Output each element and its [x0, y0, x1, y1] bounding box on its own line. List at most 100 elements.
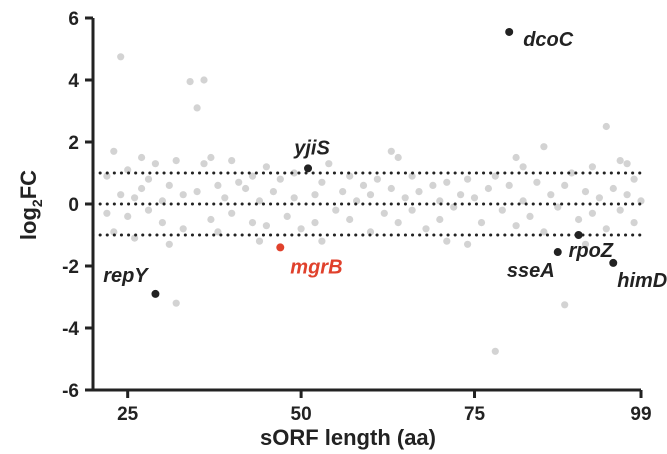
- data-point: [151, 160, 159, 168]
- data-point: [248, 172, 257, 180]
- data-point: [165, 181, 173, 189]
- data-point: [554, 203, 562, 211]
- y-tick-label: 6: [68, 9, 79, 30]
- data-point: [623, 191, 631, 199]
- data-point: [318, 237, 326, 245]
- data-point: [575, 215, 583, 224]
- data-point: [505, 181, 513, 189]
- data-point: [235, 178, 243, 186]
- data-point: [609, 184, 617, 193]
- data-point: [561, 301, 569, 309]
- data-point: [179, 225, 187, 233]
- data-point: [415, 188, 423, 196]
- data-point: [131, 194, 139, 202]
- label-himD: himD: [617, 270, 667, 292]
- data-point: [214, 228, 222, 236]
- y-axis-title-tail: FC: [16, 170, 41, 199]
- y-axis-title: log2FC: [16, 170, 45, 240]
- data-point: [262, 163, 270, 171]
- data-point: [346, 215, 354, 224]
- data-point: [366, 228, 375, 236]
- data-point: [387, 184, 395, 193]
- data-point: [394, 153, 402, 162]
- data-point: [630, 175, 638, 183]
- data-point: [526, 212, 534, 220]
- y-tick-label: -6: [62, 381, 79, 402]
- data-point: [588, 209, 597, 217]
- data-point: [443, 178, 451, 186]
- data-point: [110, 147, 118, 155]
- data-point: [394, 219, 402, 227]
- data-point: [165, 240, 173, 248]
- data-point: [117, 191, 125, 199]
- data-point: [290, 169, 298, 177]
- data-point: [464, 240, 472, 248]
- point-yjiS: [304, 164, 313, 173]
- data-point: [200, 160, 208, 168]
- data-point: [602, 225, 610, 233]
- data-point: [519, 163, 527, 171]
- data-point: [325, 160, 333, 168]
- label-sseA: sseA: [507, 260, 555, 282]
- data-point: [290, 194, 298, 202]
- label-mgrB: mgrB: [290, 256, 342, 278]
- data-point: [595, 194, 604, 202]
- data-point: [581, 188, 590, 196]
- data-point: [144, 206, 153, 214]
- data-point: [512, 222, 520, 230]
- y-tick-label: 0: [68, 195, 79, 216]
- data-point: [422, 225, 430, 233]
- data-point: [262, 222, 270, 230]
- data-point: [144, 175, 153, 183]
- data-point: [408, 206, 416, 214]
- x-tick-label: 75: [464, 404, 486, 425]
- data-point: [464, 175, 472, 183]
- data-point: [124, 166, 132, 174]
- data-point: [269, 188, 277, 196]
- reference-lines: [91, 171, 643, 237]
- data-point: [332, 206, 340, 214]
- data-point: [491, 347, 499, 355]
- data-point: [158, 219, 166, 227]
- data-point: [484, 184, 492, 193]
- data-point: [533, 178, 541, 186]
- data-point: [602, 122, 610, 131]
- label-repY: repY: [103, 265, 149, 287]
- data-point: [540, 228, 548, 236]
- x-tick-label: 25: [117, 404, 139, 425]
- tick-labels: 6 4 2 0 -2 -4 -6 25 50 75 99: [62, 9, 651, 425]
- y-tick-label: 4: [68, 71, 79, 92]
- y-axis-title-subscript: 2: [29, 199, 45, 207]
- data-point: [561, 181, 569, 189]
- data-point: [255, 197, 264, 205]
- data-point: [248, 219, 257, 227]
- data-point: [228, 157, 236, 165]
- y-axis-title-main: log: [16, 207, 41, 240]
- data-point: [138, 153, 146, 162]
- y-tick-label: 2: [68, 133, 79, 154]
- data-point: [276, 175, 284, 183]
- point-rpoZ: [574, 231, 583, 239]
- data-point: [179, 191, 187, 199]
- data-point: [172, 299, 180, 307]
- data-point: [359, 181, 368, 189]
- data-point: [366, 191, 375, 199]
- data-point: [581, 240, 590, 248]
- y-tick-label: -4: [62, 319, 79, 340]
- point-sseA: [553, 248, 562, 257]
- data-point: [311, 191, 319, 199]
- data-point: [283, 212, 291, 220]
- data-point: [443, 237, 451, 245]
- label-yjiS: yjiS: [293, 137, 330, 159]
- x-tick-label: 99: [630, 404, 651, 425]
- data-point: [193, 188, 201, 196]
- x-axis-title: sORF length (aa): [260, 425, 436, 450]
- data-point: [124, 212, 132, 220]
- data-point: [498, 206, 506, 214]
- data-point: [214, 181, 222, 189]
- data-point: [457, 191, 465, 199]
- data-point: [311, 219, 319, 227]
- data-point: [200, 76, 208, 84]
